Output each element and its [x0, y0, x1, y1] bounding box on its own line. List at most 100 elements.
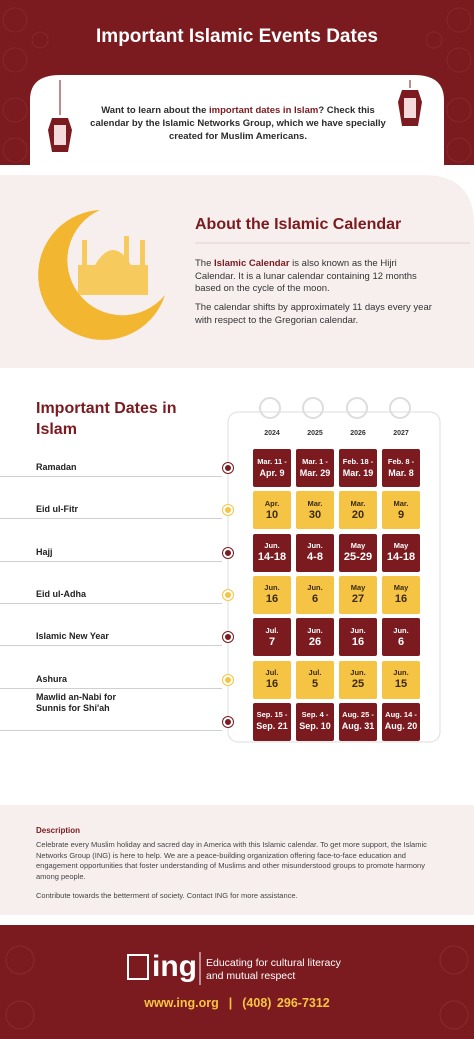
date-text: 16 [351, 635, 365, 648]
date-text: May [393, 541, 409, 551]
date-cell: May 27 [339, 575, 377, 614]
year-label: 2025 [307, 430, 323, 437]
date-text: 30 [308, 508, 322, 521]
date-cell: May 16 [382, 575, 420, 614]
date-text: 16 [265, 678, 279, 690]
date-text: 10 [265, 508, 279, 521]
year-label: 2024 [264, 430, 280, 437]
date-cell: Aug. 25 - Aug. 31 [339, 702, 377, 741]
row-dot [223, 547, 233, 558]
date-text: 14-18 [386, 551, 416, 564]
date-text: 15 [394, 678, 408, 690]
row-label: Islamic New Year [36, 631, 109, 642]
date-cell: Mar. 9 [382, 491, 420, 530]
intro-text: ? Check this calendar by the Islamic Net… [90, 105, 386, 142]
date-text: 25-29 [343, 551, 373, 564]
date-text: Jun. [307, 541, 323, 551]
date-cell: Jun. 16 [339, 618, 377, 657]
intro-text: Want to learn about the [101, 105, 210, 116]
date-text: 25 [351, 678, 365, 690]
date-cell: Mar. 11 - Apr. 9 [253, 449, 291, 487]
date-text: Mar. 8 [388, 467, 414, 478]
date-text: Mar. 29 [299, 467, 331, 478]
date-text: 16 [265, 593, 279, 606]
description-note: Contribute towards the betterment of soc… [36, 891, 298, 900]
row-label: Eid ul-Adha [36, 588, 86, 599]
date-text: Aug. 14 - [385, 710, 417, 720]
about-title: About the Islamic Calendar [195, 216, 402, 233]
date-text: Sep. 15 - [256, 710, 288, 720]
date-text: 7 [268, 635, 276, 648]
year-label: 2027 [393, 430, 409, 437]
row-label: Eid ul-Fitr [36, 504, 78, 515]
date-text: Jun. [307, 583, 323, 593]
date-cell: May 14-18 [382, 533, 420, 572]
separator: | [228, 996, 233, 1010]
row-label: Mawlid an-Nabi for Sunnis for Shi'ah [36, 691, 117, 713]
date-text: Mar. [350, 498, 366, 508]
date-text: Apr. 9 [259, 467, 285, 478]
date-text: Jul. [265, 625, 279, 635]
date-text: Mar. [393, 498, 409, 508]
date-text: Mar. 19 [342, 467, 374, 478]
date-text: Feb. 8 - [387, 456, 415, 466]
row-line [0, 560, 222, 562]
date-cell: Aug. 14 - Aug. 20 [382, 702, 420, 741]
row-dot [223, 505, 233, 516]
row-dot [223, 716, 233, 727]
date-text: Feb. 18 - [342, 456, 374, 466]
date-text: Jun. [264, 541, 280, 551]
date-cell: Mar. 20 [339, 491, 377, 530]
date-cell: Feb. 18 - Mar. 19 [339, 449, 377, 487]
about-text: The [195, 258, 215, 269]
about-paragraph: The Islamic Calendar is also known as th… [195, 258, 435, 296]
date-cell: Jun. 4-8 [296, 533, 334, 572]
date-text: 4-8 [307, 551, 323, 564]
row-line [0, 476, 222, 477]
date-cell: Jun. 14-18 [253, 533, 291, 572]
website[interactable]: www.ing.org [144, 996, 219, 1010]
row-dot [223, 674, 233, 685]
about-paragraph: The calendar shifts by approximately 11 … [195, 302, 432, 326]
description-heading: Description [36, 826, 81, 835]
date-cell: Jun. 16 [253, 575, 291, 614]
date-cell: Jun. 25 [339, 660, 377, 699]
date-text: Sep. 10 [299, 721, 331, 732]
date-text: 20 [351, 508, 365, 521]
date-text: Jul. [265, 668, 279, 677]
date-cell: Sep. 15 - Sep. 21 [253, 702, 291, 741]
phone[interactable]: (408) 296-7312 [242, 996, 330, 1010]
date-text: Aug. 25 - [342, 710, 374, 720]
date-text: Jun. [350, 625, 366, 635]
date-text: Jun. [350, 668, 366, 677]
date-cell: Apr. 10 [253, 491, 291, 530]
date-text: May [350, 541, 366, 551]
date-cell: Jul. 5 [296, 660, 334, 699]
about-text: is also known as the Hijri Calendar. It … [195, 258, 417, 294]
date-text: May [393, 583, 409, 593]
date-text: 27 [351, 593, 365, 606]
row-line [0, 645, 222, 647]
date-text: Jun. [307, 625, 323, 635]
date-text: 16 [394, 593, 408, 606]
date-cell: Feb. 8 - Mar. 8 [382, 449, 420, 487]
date-text: 5 [311, 678, 319, 690]
date-cell: Jun. 6 [296, 575, 334, 614]
date-text: Jun. [393, 625, 409, 635]
date-text: Apr. [264, 498, 280, 508]
date-cell: Jun. 6 [382, 618, 420, 657]
date-text: Mar. 11 - [257, 456, 287, 466]
row-dot [223, 589, 233, 600]
date-text: 6 [311, 593, 319, 606]
date-cell: Jul. 16 [253, 660, 291, 699]
intro-highlight: important dates in Islam [209, 105, 319, 116]
date-text: 9 [397, 508, 405, 521]
date-cell: Mar. 30 [296, 491, 334, 530]
date-text: 14-18 [257, 551, 287, 564]
contact: www.ing.org | (408) 296-7312 [0, 996, 474, 1010]
row-line [0, 687, 222, 689]
row-line [0, 729, 222, 731]
date-text: Jun. [393, 668, 409, 677]
logo: ing [152, 950, 197, 983]
